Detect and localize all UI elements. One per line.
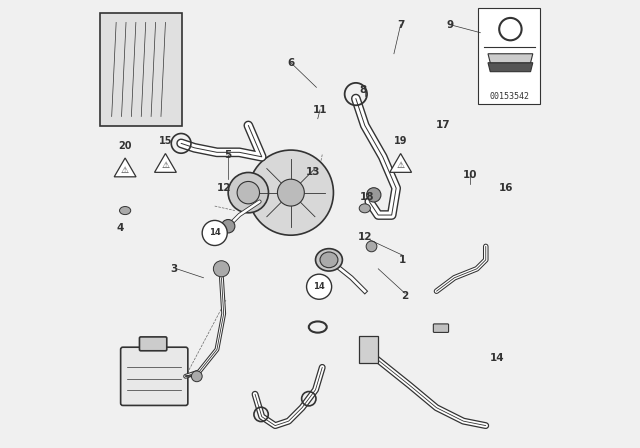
Text: 6: 6 (287, 58, 294, 68)
Text: ⚠: ⚠ (161, 161, 170, 170)
Text: ⚠: ⚠ (121, 166, 129, 175)
Text: 13: 13 (306, 168, 321, 177)
FancyBboxPatch shape (121, 347, 188, 405)
Ellipse shape (316, 249, 342, 271)
FancyBboxPatch shape (433, 324, 449, 332)
Text: 4: 4 (117, 224, 124, 233)
FancyBboxPatch shape (140, 337, 167, 351)
Circle shape (228, 172, 269, 213)
Circle shape (237, 181, 260, 204)
Text: 20: 20 (118, 141, 132, 151)
Text: 2: 2 (401, 291, 409, 301)
Text: 15: 15 (159, 136, 172, 146)
Polygon shape (390, 154, 412, 172)
Circle shape (191, 371, 202, 382)
Text: 12: 12 (216, 183, 231, 193)
FancyBboxPatch shape (100, 13, 182, 126)
Text: 1: 1 (399, 255, 406, 265)
Polygon shape (488, 54, 533, 63)
Circle shape (367, 188, 381, 202)
Text: 14: 14 (209, 228, 221, 237)
Text: 18: 18 (360, 192, 374, 202)
Text: 19: 19 (394, 136, 408, 146)
Ellipse shape (320, 252, 338, 268)
Circle shape (366, 241, 377, 252)
Text: 9: 9 (446, 20, 454, 30)
FancyBboxPatch shape (359, 336, 378, 363)
Text: 12: 12 (358, 233, 372, 242)
Text: 16: 16 (499, 183, 513, 193)
Text: 00153542: 00153542 (490, 92, 529, 101)
Text: 5: 5 (225, 150, 232, 159)
Circle shape (221, 220, 235, 233)
Ellipse shape (120, 207, 131, 215)
Text: 3: 3 (171, 264, 178, 274)
Circle shape (202, 220, 227, 246)
Circle shape (307, 274, 332, 299)
Polygon shape (114, 158, 136, 177)
Polygon shape (154, 154, 177, 172)
Text: 7: 7 (397, 20, 404, 30)
Text: 8: 8 (360, 85, 367, 95)
Polygon shape (488, 63, 533, 72)
Text: ⚠: ⚠ (397, 161, 404, 170)
Circle shape (213, 261, 230, 277)
Ellipse shape (359, 204, 371, 213)
Text: 11: 11 (313, 105, 327, 115)
Text: 14: 14 (490, 353, 504, 363)
Circle shape (248, 150, 333, 235)
Text: 14: 14 (313, 282, 325, 291)
Text: 17: 17 (436, 121, 451, 130)
Circle shape (278, 179, 305, 206)
Text: 10: 10 (463, 170, 477, 180)
FancyBboxPatch shape (478, 8, 540, 104)
